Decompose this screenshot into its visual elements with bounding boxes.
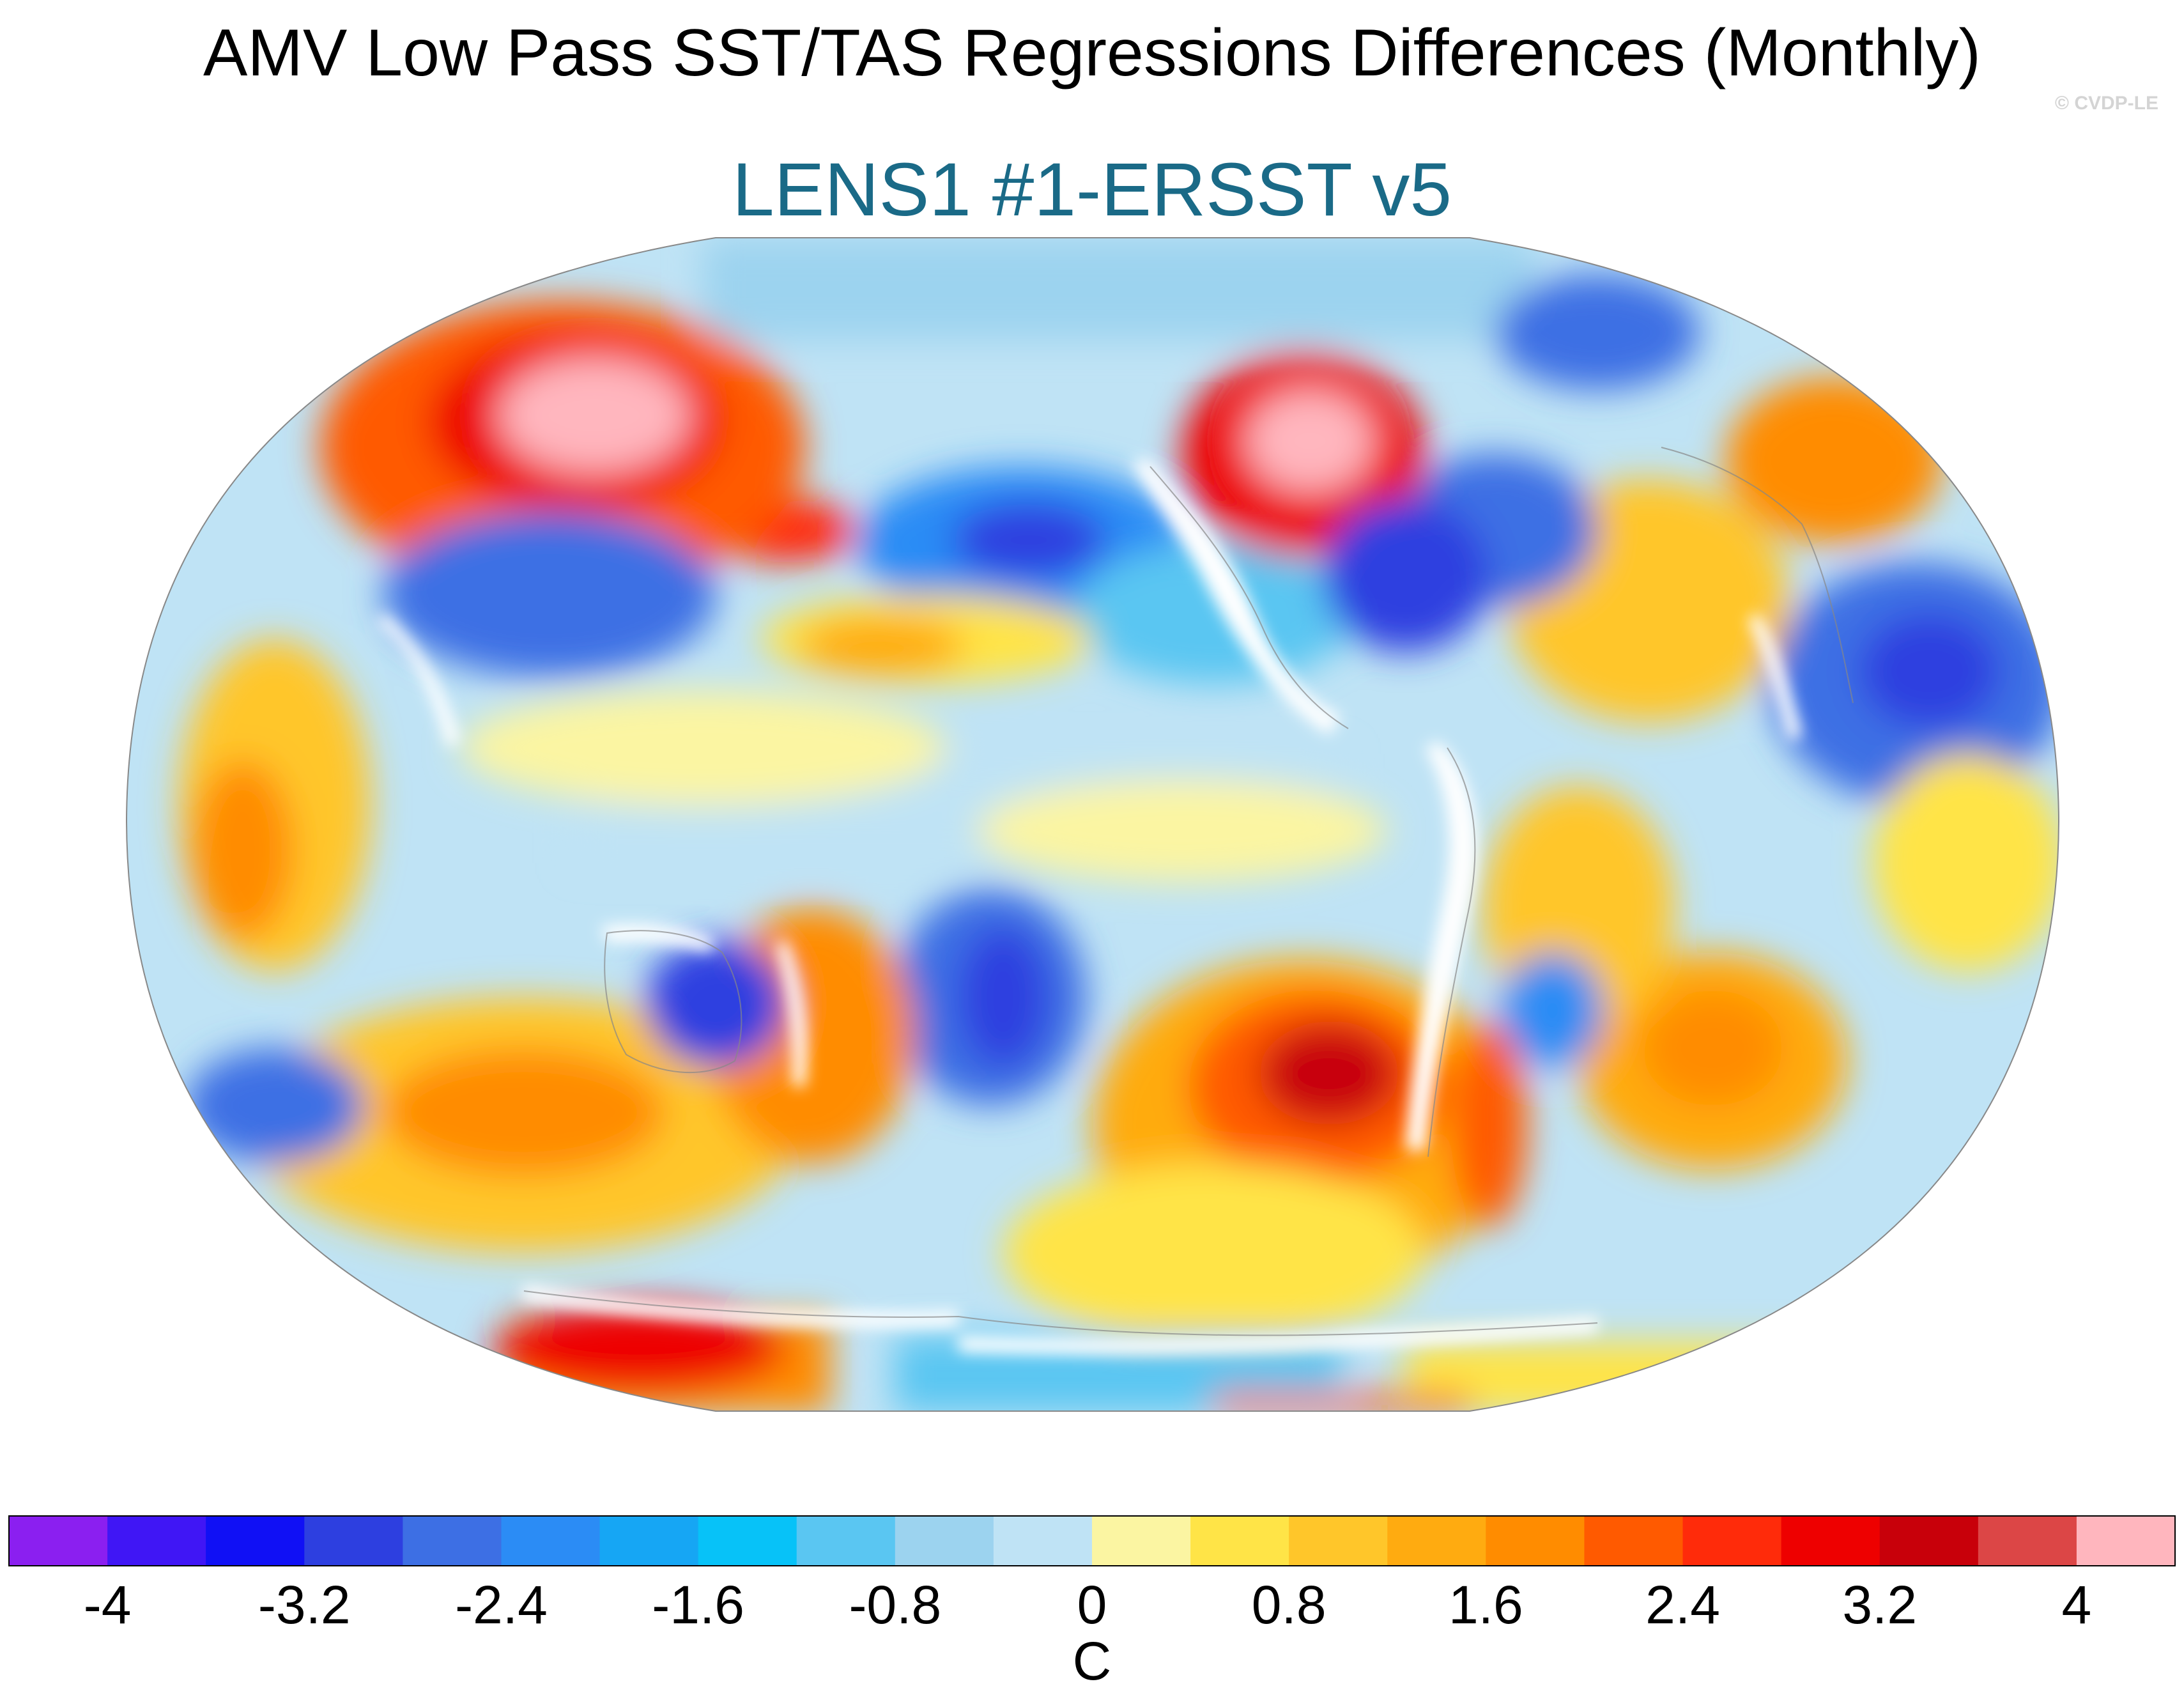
colorbar-tick-labels: -4 -3.2 -2.4 -1.6 -0.8 0 0.8 1.6 2.4 3.2 4 xyxy=(84,1575,2092,1635)
colorbar-tick-label: -2.4 xyxy=(455,1575,548,1635)
colorbar-swatch xyxy=(403,1516,502,1566)
colorbar-tick-label: -3.2 xyxy=(258,1575,351,1635)
colorbar-swatch xyxy=(1387,1516,1486,1566)
colorbar-swatch xyxy=(895,1516,994,1566)
colorbar-tick-label: 0 xyxy=(1077,1575,1107,1635)
credit-watermark: © CVDP-LE xyxy=(2054,93,2158,114)
colorbar-swatch xyxy=(206,1516,305,1566)
colorbar-swatch xyxy=(1092,1516,1191,1566)
colorbar-swatches xyxy=(8,1515,2176,1566)
colorbar-tick-label: 4 xyxy=(2062,1575,2092,1635)
chart-subtitle: LENS1 #1-ERSST v5 xyxy=(732,148,1452,232)
colorbar-frame xyxy=(8,1515,2176,1566)
colorbar-swatch xyxy=(1190,1516,1289,1566)
colorbar-swatch xyxy=(698,1516,797,1566)
colorbar-swatch xyxy=(599,1516,699,1566)
colorbar-swatch xyxy=(1584,1516,1684,1566)
colorbar-tick-label: 2.4 xyxy=(1645,1575,1720,1635)
colorbar-swatch xyxy=(9,1516,108,1566)
colorbar-units: C xyxy=(1073,1631,1112,1691)
colorbar-swatch xyxy=(2076,1516,2176,1566)
colorbar-tick-label: -4 xyxy=(84,1575,132,1635)
colorbar-swatch xyxy=(1781,1516,1880,1566)
colorbar-swatch xyxy=(1289,1516,1388,1566)
colorbar-swatch xyxy=(796,1516,896,1566)
colorbar-swatch xyxy=(501,1516,601,1566)
colorbar-tick-label: -0.8 xyxy=(849,1575,941,1635)
colorbar-swatch xyxy=(1978,1516,2077,1566)
globe-outline xyxy=(125,237,2060,1412)
colorbar-swatch xyxy=(993,1516,1093,1566)
colorbar-tick-label: 1.6 xyxy=(1449,1575,1523,1635)
chart-title: AMV Low Pass SST/TAS Regressions Differe… xyxy=(203,16,1981,90)
colorbar-swatch xyxy=(1682,1516,1782,1566)
colorbar-swatch xyxy=(304,1516,403,1566)
colorbar-swatch xyxy=(1879,1516,1979,1566)
colorbar-tick-label: 0.8 xyxy=(1252,1575,1327,1635)
colorbar-swatch xyxy=(1486,1516,1585,1566)
colorbar-swatch xyxy=(107,1516,206,1566)
colorbar-tick-label: 3.2 xyxy=(1842,1575,1917,1635)
colorbar-tick-label: -1.6 xyxy=(652,1575,744,1635)
